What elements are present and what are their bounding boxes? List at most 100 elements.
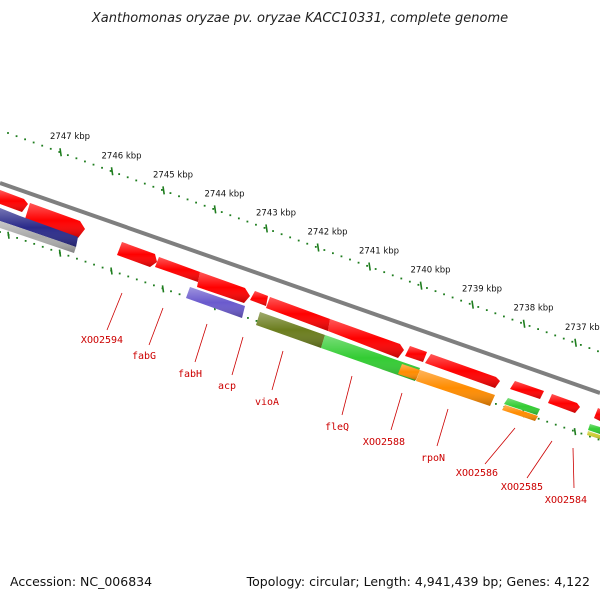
- gene-label[interactable]: fabH: [178, 369, 202, 380]
- cog-track: [0, 208, 600, 439]
- ruler-dot: [571, 340, 574, 343]
- gene-labels: XOO2594 fabG fabH acp vioA fleQ XOO2588 …: [81, 335, 587, 506]
- leader-line: [572, 447, 575, 489]
- ruler-dot: [58, 151, 61, 153]
- leader-line: [341, 375, 353, 416]
- gene-label[interactable]: XOO2588: [363, 437, 405, 448]
- ruler-kbp-label: 2743 kbp: [256, 208, 296, 218]
- ruler-major-tick: [59, 148, 62, 157]
- gene-shading: [405, 346, 427, 362]
- gene-shading: [0, 208, 78, 247]
- ruler-dot: [220, 211, 223, 213]
- gene-shading: [504, 398, 540, 415]
- ruler-dot: [263, 226, 266, 229]
- gene-shading: [266, 297, 330, 331]
- map-title: Xanthomonas oryzae pv. oryzae KACC10331,…: [91, 11, 508, 26]
- ruler-dot: [135, 179, 138, 182]
- ruler-dot: [571, 429, 574, 432]
- ruler-dot: [289, 236, 292, 239]
- ruler-major-tick: [574, 338, 577, 347]
- ruler-kbp-label: 2738 kbp: [514, 304, 554, 314]
- gene-label[interactable]: XOO2594: [81, 335, 123, 346]
- ruler-dot: [212, 208, 215, 210]
- outer-ruler: 2747 kbp 2746 kbp 2745 kbp 2744 kbp 2743 kbp…: [7, 132, 600, 353]
- ruler-dot: [24, 239, 27, 242]
- leader-line: [148, 307, 164, 346]
- ruler-dot: [170, 290, 172, 293]
- gene-label[interactable]: rpoN: [421, 453, 445, 464]
- gene-shading: [117, 242, 157, 267]
- ruler-dot: [178, 293, 181, 296]
- ruler-dot: [349, 258, 351, 261]
- ruler-major-tick: [368, 262, 371, 271]
- ruler-dot: [597, 438, 600, 441]
- gene-label[interactable]: acp: [218, 381, 236, 392]
- ruler-dot: [109, 170, 112, 172]
- gene-shading: [250, 291, 268, 306]
- gene-label[interactable]: XOO2585: [501, 482, 543, 493]
- ruler-dot: [7, 132, 9, 134]
- ruler-dot: [169, 192, 172, 194]
- ruler-major-tick: [316, 243, 320, 252]
- ruler-dot: [178, 195, 180, 198]
- ruler-dot: [597, 350, 599, 353]
- ruler-kbp-label: 2740 kbp: [411, 266, 451, 276]
- ruler-dot: [562, 337, 565, 340]
- ruler-dot: [357, 261, 360, 264]
- gene-shading: [416, 370, 495, 406]
- gene-label[interactable]: vioA: [255, 397, 279, 408]
- gene-shading: [328, 319, 404, 358]
- ruler-dot: [579, 344, 582, 346]
- ruler-dot: [186, 198, 189, 201]
- ruler-dot: [563, 426, 566, 429]
- ruler-dot: [451, 296, 454, 299]
- ruler-major-tick: [58, 249, 62, 257]
- ruler-dot: [494, 312, 497, 315]
- leader-line: [194, 323, 208, 363]
- ruler-dot: [528, 325, 531, 327]
- gene-shading: [25, 203, 85, 238]
- gene-shading: [425, 354, 500, 388]
- ruler-dot: [15, 135, 18, 138]
- ruler-major-tick: [213, 205, 217, 214]
- ruler-dot: [314, 245, 317, 248]
- leader-line: [484, 427, 516, 465]
- ruler-dot: [143, 182, 146, 185]
- ruler-dot: [511, 318, 514, 321]
- ruler-dot: [127, 275, 130, 278]
- ruler-major-tick: [7, 231, 10, 239]
- gene-label[interactable]: XOO2584: [545, 495, 587, 506]
- ruler-dot: [546, 420, 549, 423]
- gene-label[interactable]: fleQ: [325, 422, 349, 433]
- ruler-dot: [477, 306, 480, 308]
- ruler-dot: [49, 147, 52, 150]
- ruler-major-tick: [522, 319, 526, 328]
- gene-shading: [0, 190, 28, 212]
- ruler-major-tick: [265, 224, 268, 233]
- gene-shading: [155, 257, 200, 282]
- ruler-dot: [417, 283, 420, 286]
- ruler-dot: [135, 278, 138, 281]
- ruler-major-tick: [110, 167, 114, 176]
- ruler-dot: [460, 299, 463, 302]
- ruler-kbp-label: 2745 kbp: [153, 170, 193, 180]
- ruler-dot: [495, 403, 497, 405]
- ruler-dot: [589, 435, 591, 438]
- ruler-dot: [152, 185, 155, 188]
- ruler-dot: [144, 281, 147, 284]
- gene-shading: [398, 364, 420, 380]
- ruler-dot: [588, 347, 591, 349]
- gene-shading: [594, 408, 600, 421]
- gene-label[interactable]: XOO2586: [456, 468, 498, 479]
- ruler-dot: [332, 252, 334, 255]
- gene-label[interactable]: fabG: [132, 351, 156, 362]
- gene-shading: [588, 424, 600, 434]
- gene-shading: [0, 221, 76, 253]
- ruler-dot: [426, 287, 428, 289]
- ruler-dot: [92, 163, 95, 166]
- ruler-dot: [537, 328, 539, 331]
- ruler-kbp-label: 2744 kbp: [205, 189, 245, 199]
- ruler-dot: [118, 173, 121, 176]
- ruler-dot: [84, 160, 86, 163]
